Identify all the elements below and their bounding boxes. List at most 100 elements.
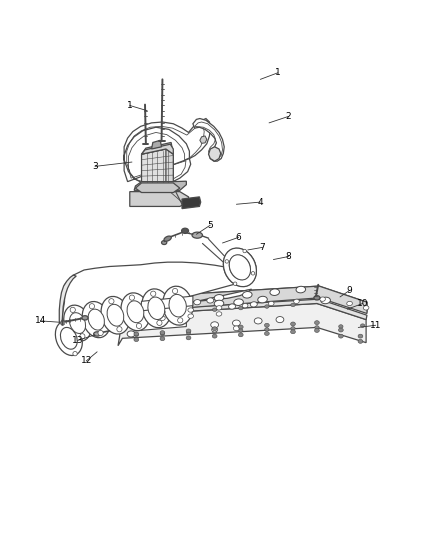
Ellipse shape (238, 325, 243, 329)
Polygon shape (141, 149, 173, 187)
Ellipse shape (321, 297, 330, 304)
Ellipse shape (98, 330, 103, 336)
Polygon shape (152, 140, 162, 149)
Ellipse shape (188, 308, 194, 312)
Ellipse shape (296, 286, 306, 293)
Polygon shape (134, 317, 186, 331)
Ellipse shape (212, 330, 217, 333)
Ellipse shape (233, 282, 237, 286)
Ellipse shape (212, 334, 217, 338)
Ellipse shape (117, 327, 122, 332)
Polygon shape (141, 142, 173, 154)
Ellipse shape (358, 334, 363, 338)
Ellipse shape (339, 325, 343, 328)
Polygon shape (124, 118, 210, 184)
Ellipse shape (254, 318, 262, 324)
Text: 9: 9 (347, 286, 353, 295)
Ellipse shape (214, 295, 224, 301)
Ellipse shape (160, 337, 165, 341)
Ellipse shape (162, 240, 167, 245)
Ellipse shape (234, 299, 244, 305)
Ellipse shape (182, 228, 188, 233)
Ellipse shape (82, 316, 88, 320)
Ellipse shape (134, 313, 138, 316)
Ellipse shape (223, 248, 256, 287)
Ellipse shape (89, 304, 95, 309)
Ellipse shape (229, 304, 236, 309)
Ellipse shape (360, 324, 365, 327)
Polygon shape (166, 149, 173, 187)
Ellipse shape (70, 307, 75, 312)
Ellipse shape (293, 299, 299, 303)
Polygon shape (141, 144, 173, 154)
Ellipse shape (291, 327, 295, 330)
Ellipse shape (315, 326, 319, 329)
Polygon shape (141, 296, 193, 311)
Ellipse shape (70, 313, 85, 334)
Text: 1: 1 (275, 68, 281, 77)
Text: 1: 1 (127, 101, 133, 110)
Text: 2: 2 (286, 112, 291, 121)
Ellipse shape (265, 328, 269, 331)
Polygon shape (122, 299, 367, 320)
Ellipse shape (55, 321, 82, 356)
Text: 10: 10 (357, 299, 368, 308)
Polygon shape (127, 286, 367, 313)
Ellipse shape (290, 322, 295, 326)
Ellipse shape (129, 295, 134, 300)
Ellipse shape (214, 300, 224, 307)
Text: 8: 8 (286, 252, 292, 261)
Ellipse shape (160, 332, 165, 335)
Ellipse shape (258, 296, 267, 303)
Ellipse shape (216, 312, 222, 316)
Polygon shape (182, 197, 201, 208)
Polygon shape (130, 192, 188, 206)
Ellipse shape (229, 255, 251, 280)
Polygon shape (118, 303, 366, 346)
Ellipse shape (178, 318, 183, 323)
Polygon shape (208, 147, 221, 161)
Ellipse shape (164, 236, 171, 241)
Ellipse shape (207, 298, 214, 303)
Ellipse shape (363, 305, 369, 310)
Ellipse shape (242, 303, 248, 308)
Ellipse shape (159, 316, 165, 320)
Ellipse shape (186, 331, 191, 334)
Ellipse shape (265, 332, 269, 335)
Ellipse shape (186, 329, 191, 333)
Ellipse shape (276, 317, 284, 322)
Ellipse shape (142, 289, 171, 328)
Ellipse shape (212, 327, 218, 332)
Ellipse shape (64, 305, 92, 341)
Ellipse shape (194, 300, 201, 305)
Text: 3: 3 (92, 162, 98, 171)
Ellipse shape (239, 329, 243, 332)
Ellipse shape (121, 293, 150, 330)
Ellipse shape (339, 328, 343, 332)
Ellipse shape (94, 332, 101, 336)
Ellipse shape (290, 330, 295, 334)
Text: 12: 12 (81, 357, 92, 366)
Ellipse shape (291, 303, 295, 306)
Ellipse shape (339, 334, 343, 338)
Text: 13: 13 (72, 336, 83, 345)
Ellipse shape (233, 320, 240, 326)
Polygon shape (125, 286, 367, 312)
Ellipse shape (159, 310, 165, 314)
Ellipse shape (127, 331, 135, 337)
Ellipse shape (134, 338, 139, 342)
Ellipse shape (347, 301, 353, 306)
Polygon shape (193, 118, 224, 161)
Ellipse shape (169, 294, 186, 317)
Polygon shape (135, 183, 180, 192)
Ellipse shape (88, 309, 104, 330)
Ellipse shape (314, 328, 319, 333)
Ellipse shape (251, 302, 257, 307)
Ellipse shape (134, 333, 138, 336)
Polygon shape (200, 136, 207, 143)
Ellipse shape (211, 322, 219, 328)
Ellipse shape (134, 311, 139, 316)
Polygon shape (59, 275, 76, 335)
Text: 11: 11 (370, 321, 381, 330)
Ellipse shape (212, 327, 217, 330)
